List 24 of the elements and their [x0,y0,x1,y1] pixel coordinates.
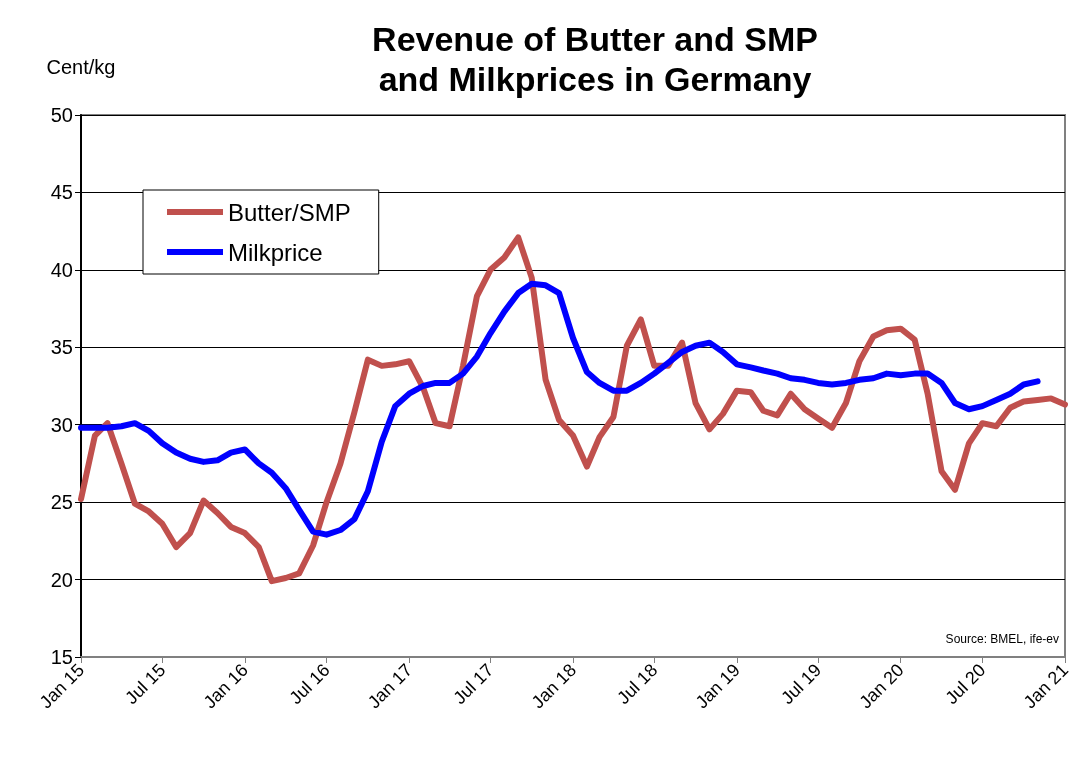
x-tick-label: Jul 19 [777,659,826,709]
x-tick-label: Jan 16 [199,659,252,713]
y-tick-label: 30 [50,413,73,436]
x-tick-label: Jul 17 [449,659,498,709]
x-tick-label: Jul 18 [613,659,662,709]
y-tick-label: 40 [50,258,73,281]
x-tick-label: Jul 15 [121,659,170,709]
annotation: Source: BMEL, ife-ev [945,632,1060,646]
x-tick-label: Jan 18 [527,659,581,713]
x-tick-label: Jan 20 [855,659,908,713]
y-axis-title: Cent/kg [46,56,116,78]
y-tick-label: 20 [50,568,73,591]
x-tick-label: Jul 16 [285,659,334,709]
y-tick-label: 45 [50,181,73,204]
legend-label: Milkprice [228,238,323,266]
legend-label: Butter/SMP [228,198,351,226]
y-tick-label: 35 [50,336,73,359]
chart-title: Revenue of Butter and SMP and Milkprices in Germany [372,20,818,98]
x-tick-label: Jan 21 [1019,659,1073,713]
x-tick-label: Jul 20 [941,659,990,709]
y-tick-label: 25 [50,491,73,514]
x-tick-label: Jan 17 [363,659,417,713]
x-tick-label: Jan 19 [691,659,744,713]
y-tick-label: 50 [50,104,73,126]
